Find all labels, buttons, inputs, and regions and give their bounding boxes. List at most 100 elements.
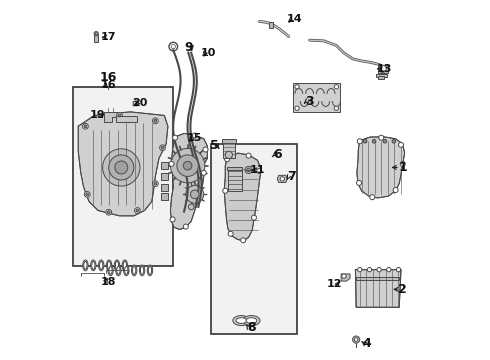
Circle shape bbox=[241, 238, 245, 243]
Text: 14: 14 bbox=[287, 14, 302, 24]
Polygon shape bbox=[133, 102, 139, 106]
Circle shape bbox=[398, 142, 403, 147]
Bar bbox=[294, 83, 340, 112]
Circle shape bbox=[188, 204, 194, 210]
Text: 18: 18 bbox=[100, 277, 116, 287]
Ellipse shape bbox=[92, 261, 95, 269]
Circle shape bbox=[82, 123, 88, 129]
Circle shape bbox=[172, 135, 177, 140]
Ellipse shape bbox=[116, 265, 121, 276]
Text: 6: 6 bbox=[273, 148, 282, 161]
Bar bbox=[161, 173, 168, 180]
Bar bbox=[269, 22, 273, 28]
Circle shape bbox=[280, 177, 285, 181]
Circle shape bbox=[171, 148, 205, 183]
Text: 1: 1 bbox=[398, 161, 407, 174]
Circle shape bbox=[224, 157, 230, 162]
Text: 13: 13 bbox=[376, 64, 392, 74]
Polygon shape bbox=[378, 65, 388, 73]
Ellipse shape bbox=[108, 265, 113, 276]
Ellipse shape bbox=[236, 318, 247, 323]
Circle shape bbox=[247, 168, 250, 172]
Circle shape bbox=[117, 113, 122, 118]
Ellipse shape bbox=[98, 260, 104, 271]
Circle shape bbox=[228, 231, 233, 236]
Bar bbox=[227, 167, 243, 170]
Circle shape bbox=[102, 149, 140, 186]
Circle shape bbox=[186, 185, 204, 203]
Circle shape bbox=[161, 146, 164, 149]
Circle shape bbox=[107, 211, 110, 214]
Circle shape bbox=[251, 215, 256, 220]
Circle shape bbox=[154, 182, 157, 185]
Ellipse shape bbox=[147, 265, 153, 276]
Ellipse shape bbox=[84, 261, 87, 269]
Ellipse shape bbox=[117, 266, 120, 274]
Circle shape bbox=[342, 274, 346, 278]
Circle shape bbox=[246, 153, 251, 158]
Circle shape bbox=[334, 106, 339, 111]
Bar bbox=[161, 193, 168, 200]
Ellipse shape bbox=[141, 266, 144, 274]
Circle shape bbox=[396, 267, 401, 272]
Circle shape bbox=[295, 106, 299, 111]
Circle shape bbox=[368, 267, 371, 272]
Circle shape bbox=[257, 168, 262, 174]
Circle shape bbox=[379, 135, 384, 140]
Polygon shape bbox=[341, 274, 350, 281]
Circle shape bbox=[358, 267, 362, 272]
Text: 7: 7 bbox=[287, 170, 296, 183]
Text: 17: 17 bbox=[101, 32, 117, 42]
Text: 9: 9 bbox=[184, 41, 193, 54]
Circle shape bbox=[170, 217, 175, 222]
Circle shape bbox=[86, 193, 89, 196]
Circle shape bbox=[295, 85, 299, 89]
Bar bbox=[221, 139, 236, 143]
Circle shape bbox=[94, 32, 98, 36]
Circle shape bbox=[183, 161, 192, 170]
Polygon shape bbox=[78, 112, 168, 216]
Circle shape bbox=[136, 209, 139, 212]
Text: 15: 15 bbox=[187, 133, 202, 143]
Circle shape bbox=[377, 267, 381, 272]
Text: 12: 12 bbox=[327, 279, 343, 289]
Circle shape bbox=[383, 139, 387, 143]
Circle shape bbox=[364, 139, 367, 143]
Circle shape bbox=[152, 118, 158, 124]
Bar bbox=[116, 116, 137, 122]
Ellipse shape bbox=[131, 265, 137, 276]
Ellipse shape bbox=[115, 261, 119, 269]
Bar bbox=[161, 184, 168, 191]
Circle shape bbox=[115, 161, 128, 174]
Circle shape bbox=[183, 224, 188, 229]
Ellipse shape bbox=[133, 266, 136, 274]
Text: 11: 11 bbox=[250, 165, 265, 175]
Text: 2: 2 bbox=[398, 283, 407, 296]
Ellipse shape bbox=[123, 261, 126, 269]
Polygon shape bbox=[355, 270, 401, 307]
Bar bbox=[161, 162, 168, 169]
Circle shape bbox=[160, 145, 166, 150]
Circle shape bbox=[203, 147, 208, 152]
Circle shape bbox=[201, 170, 206, 175]
Ellipse shape bbox=[233, 316, 250, 325]
Circle shape bbox=[152, 181, 158, 186]
Circle shape bbox=[192, 133, 197, 138]
Circle shape bbox=[169, 161, 174, 166]
Circle shape bbox=[118, 114, 121, 117]
Circle shape bbox=[354, 338, 358, 341]
Ellipse shape bbox=[148, 266, 151, 274]
Polygon shape bbox=[104, 112, 119, 122]
Text: 4: 4 bbox=[363, 337, 371, 350]
Circle shape bbox=[106, 210, 112, 215]
Ellipse shape bbox=[124, 266, 128, 274]
Ellipse shape bbox=[122, 260, 127, 271]
Circle shape bbox=[334, 85, 339, 89]
Bar bbox=[222, 141, 235, 158]
Text: 3: 3 bbox=[305, 95, 314, 108]
Text: 10: 10 bbox=[200, 48, 216, 58]
Circle shape bbox=[154, 120, 157, 122]
Ellipse shape bbox=[91, 260, 96, 271]
Circle shape bbox=[379, 65, 386, 72]
Polygon shape bbox=[277, 175, 287, 183]
